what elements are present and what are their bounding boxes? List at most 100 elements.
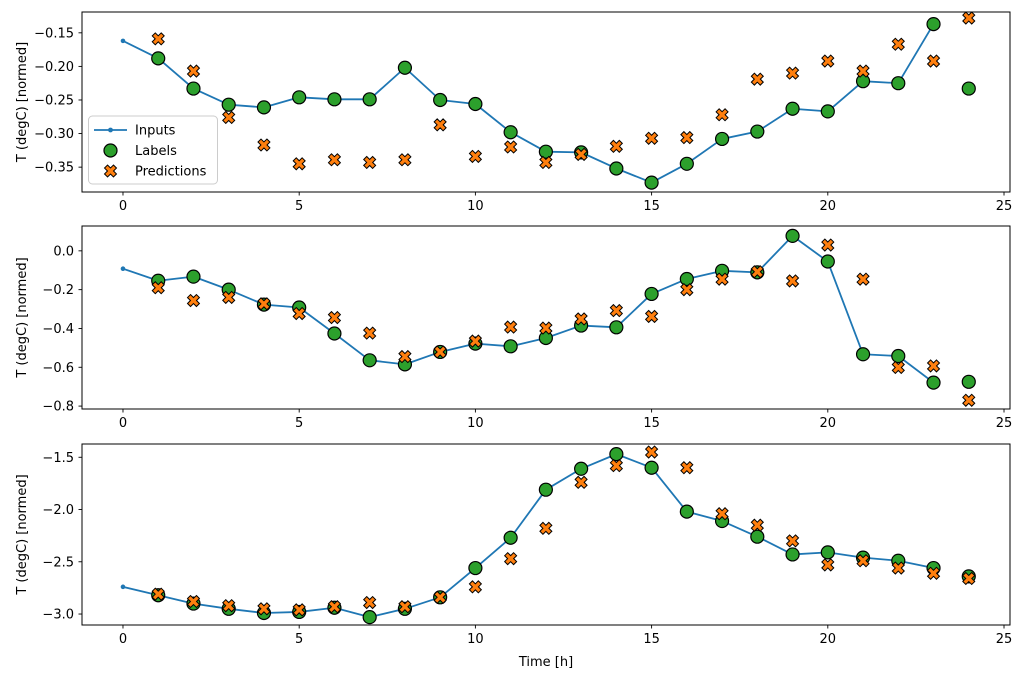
y-tick-label: −3.0 — [42, 608, 74, 623]
legend-box — [88, 115, 218, 185]
legend-item-inputs: Inputs — [135, 124, 176, 139]
prediction-marker — [962, 11, 976, 25]
prediction-marker — [292, 306, 306, 321]
x-tick-label: 20 — [820, 632, 837, 647]
y-tick-label: −2.5 — [42, 555, 74, 570]
prediction-marker — [257, 602, 271, 616]
x-tick-label: 10 — [467, 632, 484, 647]
x-tick-label: 15 — [643, 416, 660, 431]
prediction-marker — [151, 281, 165, 295]
prediction-marker — [468, 149, 483, 164]
label-marker — [433, 92, 448, 108]
prediction-marker — [785, 274, 800, 288]
y-tick-label: −2.0 — [42, 503, 74, 518]
x-tick-label: 5 — [295, 416, 303, 431]
x-tick-label: 25 — [996, 632, 1013, 647]
prediction-marker — [327, 153, 342, 167]
label-marker — [468, 96, 483, 112]
prediction-marker — [257, 138, 271, 152]
x-tick-label: 0 — [119, 632, 127, 647]
y-axis-label-middle: T (degC) [normed] — [15, 257, 30, 378]
label-marker — [327, 326, 342, 341]
prediction-marker — [962, 571, 976, 586]
prediction-marker — [926, 566, 941, 580]
x-tick-label: 10 — [467, 416, 484, 431]
prediction-marker — [856, 554, 870, 568]
prediction-marker — [821, 54, 835, 68]
label-marker — [362, 353, 377, 368]
y-tick-label: −0.35 — [34, 161, 74, 176]
prediction-marker — [644, 309, 659, 324]
prediction-marker — [362, 155, 377, 170]
label-marker — [362, 92, 377, 107]
label-marker — [891, 76, 906, 91]
label-marker — [961, 374, 976, 389]
prediction-marker — [398, 600, 412, 614]
predictions-x-icon — [103, 164, 118, 178]
y-tick-label: −0.8 — [42, 400, 74, 415]
prediction-marker — [222, 598, 236, 613]
y-tick-label: −1.5 — [42, 451, 74, 466]
prediction-marker — [186, 64, 201, 78]
label-marker — [574, 461, 589, 476]
label-marker — [327, 92, 342, 107]
prediction-marker — [680, 461, 694, 475]
prediction-marker — [785, 66, 800, 80]
prediction-marker — [856, 272, 870, 286]
inputs-dot-icon — [108, 127, 113, 133]
prediction-marker — [257, 297, 271, 311]
prediction-marker — [644, 131, 659, 145]
prediction-marker — [398, 153, 412, 167]
prediction-marker — [680, 282, 694, 297]
label-marker — [503, 530, 518, 545]
prediction-marker — [292, 603, 306, 617]
prediction-marker — [327, 600, 342, 614]
subplot-2: 0.0 −0.2 −0.4 −0.6 −0.8 0 5 10 15 20 25 — [42, 225, 1012, 431]
label-marker — [679, 271, 694, 287]
plot-frame — [81, 225, 1011, 410]
prediction-marker — [151, 587, 165, 601]
label-marker — [926, 375, 941, 390]
label-marker — [820, 545, 835, 560]
label-marker — [926, 16, 941, 32]
y-tick-label: −0.25 — [34, 94, 74, 109]
prediction-marker — [362, 326, 377, 340]
y-tick-label: −0.30 — [34, 127, 74, 142]
x-tick-label: 15 — [643, 199, 660, 214]
prediction-marker — [715, 507, 729, 521]
prediction-marker — [186, 293, 201, 308]
label-marker — [855, 74, 871, 89]
label-marker — [256, 100, 272, 115]
prediction-marker — [821, 558, 835, 572]
label-marker — [538, 144, 553, 159]
prediction-marker — [539, 155, 553, 170]
label-marker — [891, 348, 906, 364]
input-point — [120, 266, 126, 271]
prediction-marker — [222, 110, 236, 125]
prediction-marker — [609, 303, 624, 318]
prediction-marker — [362, 595, 377, 610]
label-marker — [538, 330, 553, 346]
inputs-line — [122, 234, 935, 384]
label-marker — [785, 547, 800, 562]
x-tick-label: 5 — [295, 632, 303, 647]
prediction-marker — [292, 157, 306, 171]
subplot-3: −1.5 −2.0 −2.5 −3.0 0 5 10 15 20 25 — [42, 443, 1013, 647]
inputs-line — [122, 453, 934, 619]
prediction-marker — [821, 238, 835, 252]
plot-frame — [81, 443, 1011, 626]
y-axis-label-bottom: T (degC) [normed] — [15, 474, 30, 595]
label-marker — [644, 175, 659, 190]
prediction-marker — [398, 349, 412, 364]
label-marker — [609, 161, 624, 176]
prediction-marker — [644, 445, 659, 459]
y-tick-label: −0.6 — [42, 361, 74, 376]
label-marker — [221, 97, 236, 112]
label-marker — [750, 124, 765, 139]
x-tick-label: 0 — [119, 416, 127, 431]
prediction-marker — [433, 590, 447, 604]
prediction-marker — [468, 580, 483, 594]
prediction-marker — [539, 321, 553, 335]
prediction-marker — [891, 37, 905, 51]
